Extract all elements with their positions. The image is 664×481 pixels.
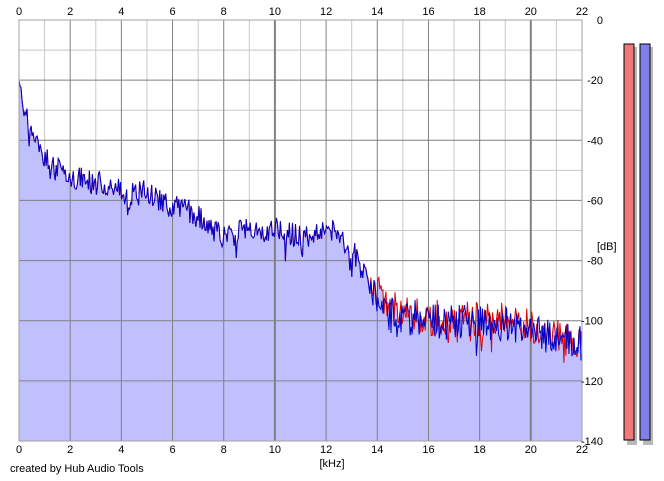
x-tick-label-top: 2 bbox=[67, 6, 73, 18]
y-tick-labels: 0 -20 -40 -60 -80 -100 -120 -140 bbox=[581, 15, 603, 448]
series-right-channel-line bbox=[18, 80, 583, 361]
x-tick-label-top: 18 bbox=[474, 6, 486, 18]
x-tick-labels-top: 0 2 4 6 8 10 12 14 16 18 20 22 bbox=[16, 6, 588, 18]
x-axis-label: [kHz] bbox=[319, 458, 344, 470]
x-tick-labels-bottom: 0 2 4 6 8 10 12 14 16 18 20 22 bbox=[16, 444, 588, 456]
y-tick-label: -60 bbox=[587, 195, 603, 207]
x-tick-label-bottom: 12 bbox=[320, 444, 332, 456]
x-tick-label-top: 10 bbox=[269, 6, 281, 18]
meter-right-bar bbox=[639, 43, 651, 441]
x-tick-label-bottom: 6 bbox=[169, 444, 175, 456]
plot-frame bbox=[18, 19, 583, 442]
x-tick-label-bottom: 4 bbox=[118, 444, 124, 456]
x-tick-label-bottom: 16 bbox=[422, 444, 434, 456]
x-tick-label-bottom: 14 bbox=[371, 444, 383, 456]
x-tick-label-top: 0 bbox=[16, 6, 22, 18]
x-tick-label-bottom: 8 bbox=[221, 444, 227, 456]
x-tick-label-top: 4 bbox=[118, 6, 124, 18]
y-tick-label: -80 bbox=[587, 256, 603, 268]
y-tick-label: -100 bbox=[581, 316, 603, 328]
y-tick-label: -120 bbox=[581, 376, 603, 388]
x-tick-label-top: 12 bbox=[320, 6, 332, 18]
credit-text: created by Hub Audio Tools bbox=[10, 463, 144, 475]
x-tick-label-top: 6 bbox=[169, 6, 175, 18]
y-tick-label: -140 bbox=[581, 436, 603, 448]
y-tick-label: -40 bbox=[587, 135, 603, 147]
x-tick-label-top: 16 bbox=[422, 6, 434, 18]
level-meters bbox=[623, 43, 653, 445]
x-tick-label-top: 14 bbox=[371, 6, 383, 18]
x-tick-label-top: 22 bbox=[576, 6, 588, 18]
meter-left-bar bbox=[623, 43, 635, 441]
y-tick-label: -20 bbox=[587, 75, 603, 87]
x-tick-label-bottom: 20 bbox=[525, 444, 537, 456]
y-axis-label: [dB] bbox=[597, 241, 617, 253]
x-tick-label-top: 8 bbox=[221, 6, 227, 18]
y-tick-label: 0 bbox=[597, 15, 603, 27]
x-tick-label-top: 20 bbox=[525, 6, 537, 18]
x-tick-label-bottom: 2 bbox=[67, 444, 73, 456]
x-tick-label-bottom: 10 bbox=[269, 444, 281, 456]
x-tick-label-bottom: 0 bbox=[16, 444, 22, 456]
x-tick-label-bottom: 18 bbox=[474, 444, 486, 456]
x-tick-label-bottom: 22 bbox=[576, 444, 588, 456]
